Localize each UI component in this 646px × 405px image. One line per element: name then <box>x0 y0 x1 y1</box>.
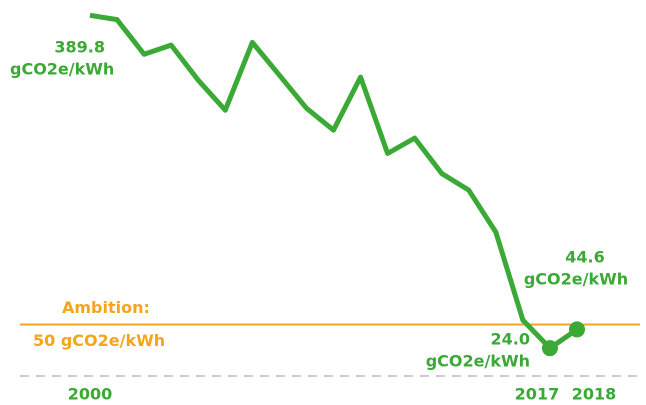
x-tick-label: 2000 <box>68 385 113 404</box>
ambition-label: Ambition: <box>62 298 150 317</box>
marker <box>541 340 558 357</box>
ambition-sublabel: 50 gCO2e/kWh <box>33 331 165 350</box>
value-label: 44.6 <box>565 248 604 267</box>
x-tick-label: 2017 <box>515 385 560 404</box>
value-label: 24.0 <box>491 330 530 349</box>
unit-label: gCO2e/kWh <box>10 60 114 79</box>
unit-label: gCO2e/kWh <box>426 352 530 371</box>
line <box>89 12 579 351</box>
unit-label: gCO2e/kWh <box>524 270 628 289</box>
marker <box>569 321 585 338</box>
value-label: 389.8 <box>54 38 105 57</box>
x-tick-label: 2018 <box>572 385 617 404</box>
